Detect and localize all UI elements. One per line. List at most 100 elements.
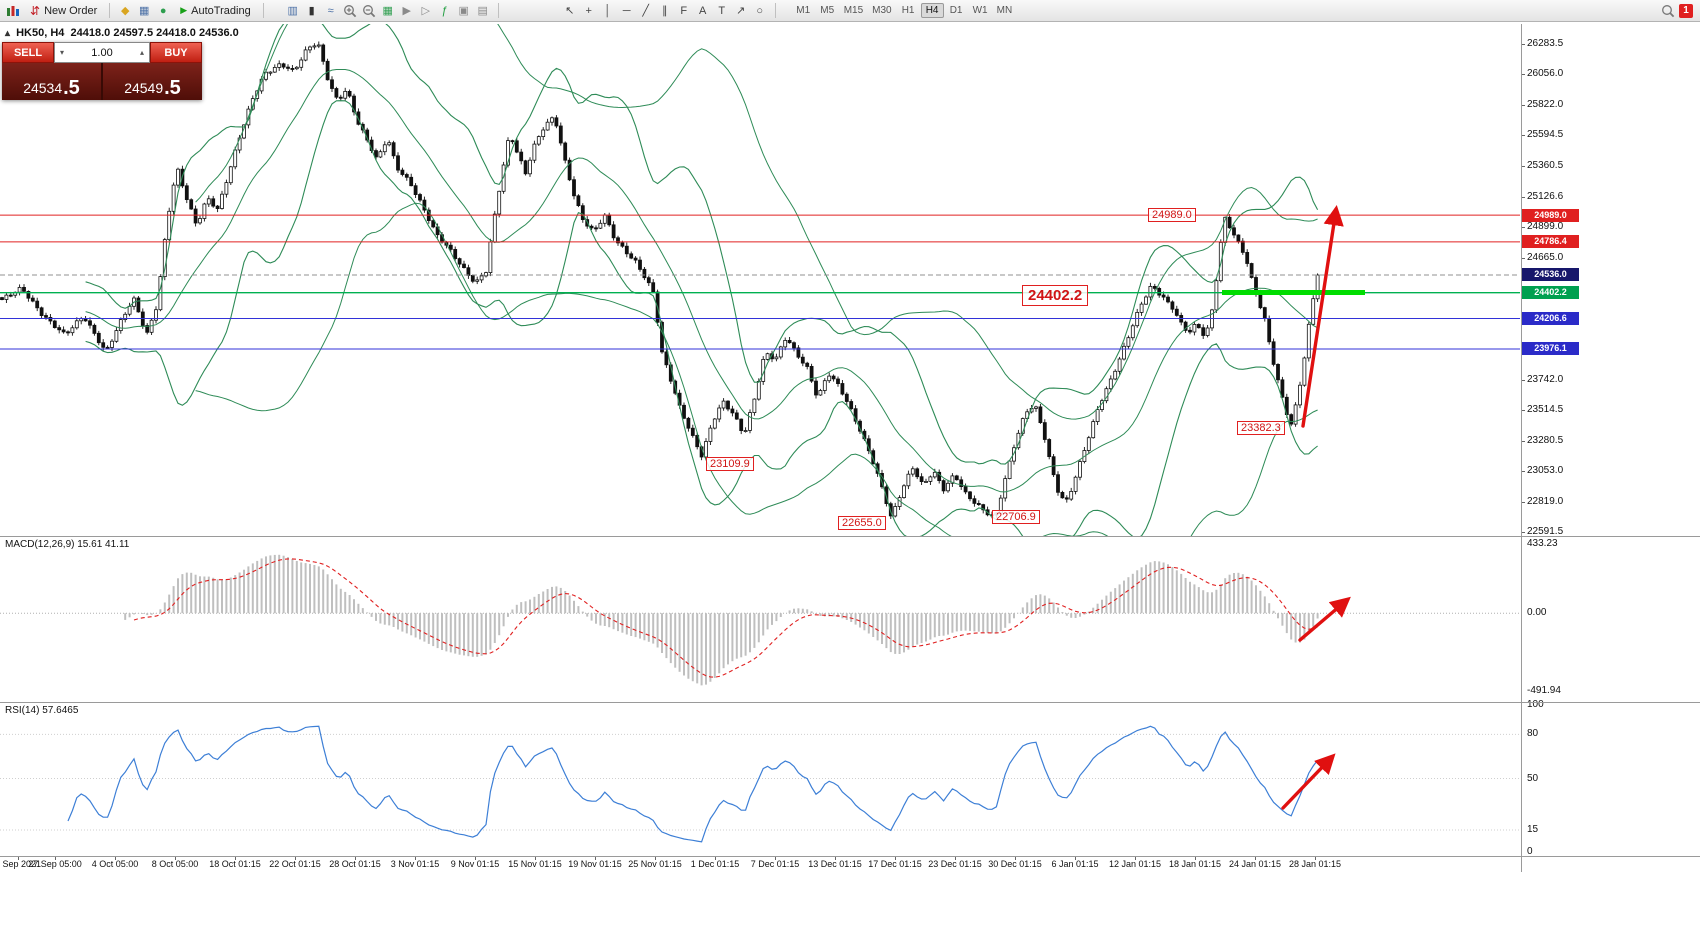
bar-chart-icon[interactable]: ▥ — [287, 5, 298, 17]
horizontal-line-icon[interactable]: ─ — [622, 4, 631, 17]
time-label: 15 Nov 01:15 — [508, 859, 562, 869]
trade-panel-buttons-row: SELL ▾ 1.00 ▴ BUY — [2, 42, 202, 63]
fibonacci-icon[interactable]: F — [680, 4, 688, 17]
time-label: 8 Oct 05:00 — [151, 859, 199, 869]
magnifier-glyph — [1662, 4, 1675, 17]
chart-symbol-period: HK50, H4 — [16, 27, 65, 39]
price-tickmark — [1521, 166, 1525, 167]
main-chart-canvas[interactable] — [0, 24, 1520, 536]
timeframe-button-h1[interactable]: H1 — [901, 5, 915, 16]
macd-tick: 0.00 — [1527, 607, 1547, 618]
price-tickmark — [1521, 410, 1525, 411]
magnifier-glyph — [343, 4, 356, 17]
sell-button[interactable]: SELL — [2, 42, 54, 63]
price-tick: 26056.0 — [1527, 68, 1564, 79]
price-tickmark — [1521, 380, 1525, 381]
templates-icon[interactable]: ▤ — [477, 5, 488, 17]
rsi-tick: 100 — [1527, 699, 1544, 710]
autotrading-button[interactable]: ▶ AutoTrading — [174, 3, 256, 19]
search-icon[interactable] — [1659, 3, 1677, 19]
candlestick-chart-icon[interactable]: ▮ — [308, 5, 315, 17]
chart-window-icon[interactable]: ▦ — [139, 5, 150, 17]
toolbar-separator — [497, 3, 499, 18]
time-tickmark — [1195, 856, 1196, 860]
volume-decrease-button[interactable]: ▾ — [59, 48, 64, 57]
time-tickmark — [55, 856, 56, 860]
new-order-button[interactable]: ⇵ New Order — [24, 2, 103, 20]
auto-scroll-icon[interactable]: ▶ — [402, 5, 411, 17]
buy-button[interactable]: BUY — [150, 42, 202, 63]
price-tick: 26283.5 — [1527, 38, 1564, 49]
price-tag-24786.4: 24786.4 — [1522, 235, 1579, 248]
indicators-icon[interactable]: ƒ — [441, 4, 448, 17]
crosshair-icon[interactable]: + — [585, 4, 592, 17]
price-annotation-24402.2: 24402.2 — [1022, 285, 1089, 306]
sell-price: 24534.5 — [2, 63, 101, 100]
rsi-tick: 80 — [1527, 728, 1539, 739]
time-label: 18 Jan 01:15 — [1168, 859, 1222, 869]
chart-title: ▴ HK50, H4 24418.0 24597.5 24418.0 24536… — [5, 27, 239, 39]
time-label: 18 Oct 01:15 — [209, 859, 261, 869]
time-tickmark — [1315, 856, 1316, 860]
buy-price: 24549.5 — [103, 63, 202, 100]
price-tag-24989.0: 24989.0 — [1522, 209, 1579, 222]
cursor-icon[interactable]: ↖ — [565, 5, 575, 17]
timeframe-button-m15[interactable]: M15 — [843, 5, 864, 16]
channel-icon[interactable]: ∥ — [661, 5, 668, 17]
time-tickmark — [235, 856, 236, 860]
timeframe-button-mn[interactable]: MN — [996, 5, 1013, 16]
panel-separator[interactable] — [0, 702, 1700, 703]
volume-increase-button[interactable]: ▴ — [139, 48, 144, 57]
periods-icon[interactable]: ▣ — [458, 5, 469, 17]
shapes-icon[interactable]: ○ — [756, 4, 764, 17]
rsi-tick: 50 — [1527, 773, 1539, 784]
zoom-in-icon[interactable] — [341, 3, 359, 19]
time-label: 25 Nov 01:15 — [628, 859, 682, 869]
price-annotation-22655.0: 22655.0 — [838, 516, 886, 530]
timeframe-button-m1[interactable]: M1 — [796, 5, 811, 16]
time-label: 13 Dec 01:15 — [808, 859, 862, 869]
line-chart-icon[interactable]: ≈ — [327, 4, 334, 17]
price-tickmark — [1521, 197, 1525, 198]
panel-separator[interactable] — [0, 536, 1700, 537]
timeframe-button-d1[interactable]: D1 — [949, 5, 963, 16]
metaeditor-icon[interactable]: ◆ — [121, 5, 130, 17]
timeframe-button-h4[interactable]: H4 — [920, 3, 944, 18]
macd-panel-canvas[interactable] — [0, 537, 1520, 702]
time-label: 28 Jan 01:15 — [1288, 859, 1342, 869]
text-icon[interactable]: A — [699, 4, 707, 17]
price-tag-24402.2: 24402.2 — [1522, 286, 1579, 299]
arrows-icon[interactable]: ↗ — [736, 5, 746, 17]
price-tickmark — [1521, 471, 1525, 472]
tile-windows-icon[interactable]: ▦ — [382, 5, 393, 17]
volume-value[interactable]: 1.00 — [91, 46, 113, 59]
label-icon[interactable]: T — [718, 4, 726, 17]
timeframe-button-w1[interactable]: W1 — [972, 5, 988, 16]
price-tag-24536.0: 24536.0 — [1522, 268, 1579, 281]
web-terminal-icon[interactable]: ● — [159, 4, 167, 17]
vertical-line-icon[interactable]: │ — [604, 4, 612, 17]
toolbar-separator — [262, 3, 264, 18]
buy-price-big-digit: .5 — [164, 77, 181, 99]
macd-tick: 433.23 — [1527, 538, 1558, 549]
time-label: 4 Oct 05:00 — [91, 859, 139, 869]
trendline-icon[interactable]: ╱ — [642, 5, 650, 17]
price-tickmark — [1521, 441, 1525, 442]
zoom-out-icon[interactable] — [360, 3, 378, 19]
time-tickmark — [835, 856, 836, 860]
chart-tools-group: ▥ ▮ ≈ ▦ ▶ ▷ ƒ ▣ ▤ — [284, 3, 492, 19]
macd-label: MACD(12,26,9) 15.61 41.11 — [5, 539, 130, 550]
time-label: 17 Dec 01:15 — [868, 859, 922, 869]
rsi-tick: 0 — [1527, 846, 1533, 857]
volume-field[interactable]: ▾ 1.00 ▴ — [54, 42, 150, 63]
notification-badge[interactable]: 1 — [1679, 3, 1693, 18]
time-label: 1 Dec 01:15 — [690, 859, 740, 869]
price-tick: 23514.5 — [1527, 404, 1564, 415]
timeframe-button-m5[interactable]: M5 — [820, 5, 835, 16]
price-tickmark — [1521, 502, 1525, 503]
chart-shift-icon[interactable]: ▷ — [421, 5, 430, 17]
rsi-panel-canvas[interactable] — [0, 703, 1520, 856]
price-axis-separator[interactable] — [1521, 24, 1522, 872]
timeframe-button-m30[interactable]: M30 — [872, 5, 892, 16]
